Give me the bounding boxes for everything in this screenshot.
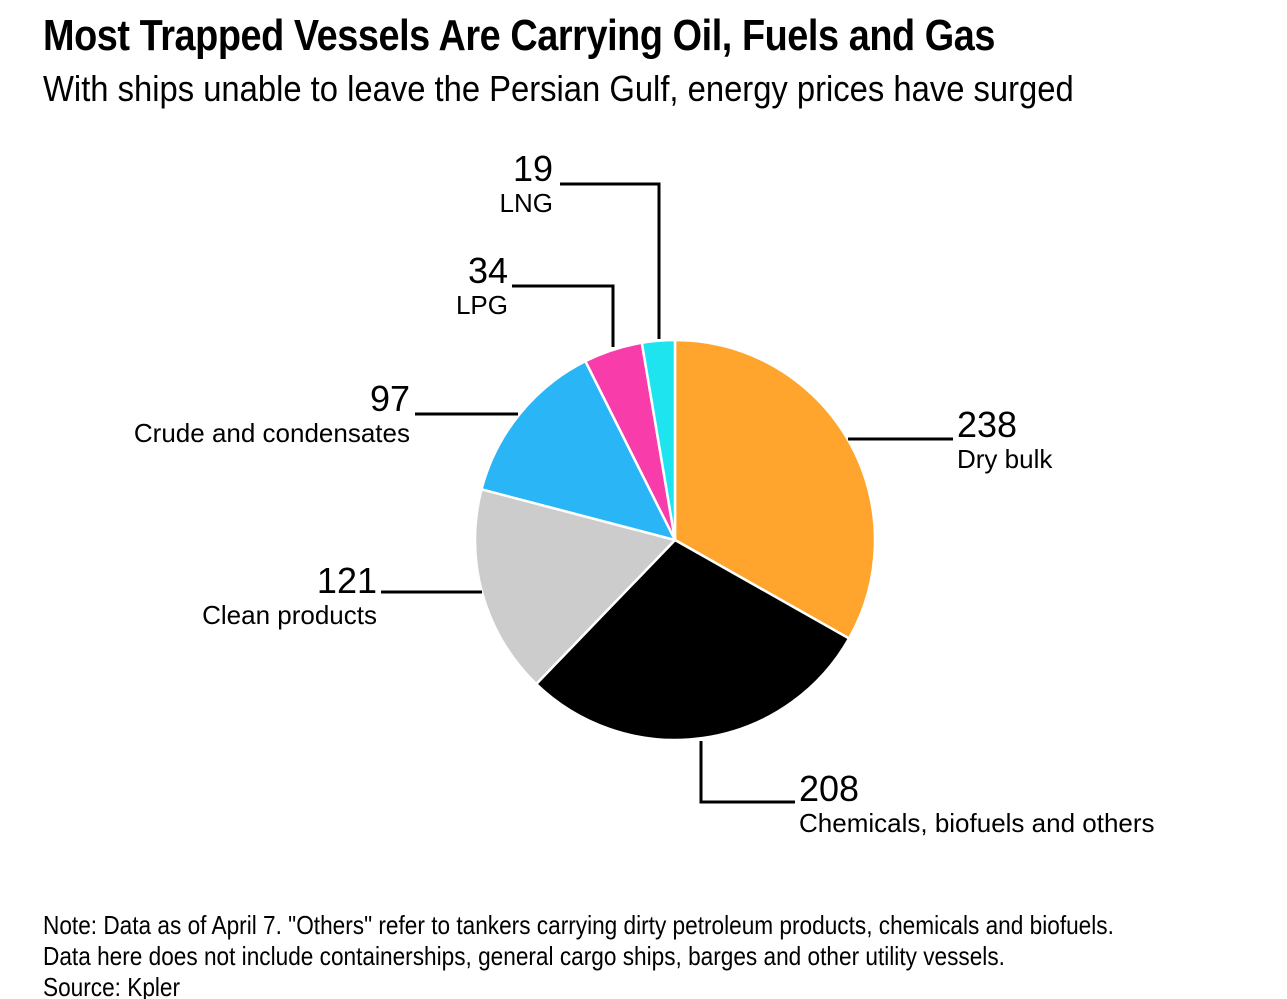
value-dry-bulk: 238 xyxy=(957,404,1018,445)
category-clean-products: Clean products xyxy=(202,600,377,630)
value-lng: 19 xyxy=(512,148,553,189)
category-lng: LNG xyxy=(499,188,553,218)
pie-slice-0 xyxy=(673,338,877,640)
pie-label-chemicals: 208 Chemicals, biofuels and others xyxy=(799,768,1155,839)
leader-line-4 xyxy=(512,284,615,347)
category-lpg: LPG xyxy=(455,290,508,320)
note-line-1: Note: Data as of April 7. "Others" refer… xyxy=(43,910,1114,940)
source-line: Source: Kpler xyxy=(43,972,181,999)
leader-line-1 xyxy=(699,741,795,804)
pie-label-dry-bulk: 238 Dry bulk xyxy=(957,404,1053,475)
value-chemicals: 208 xyxy=(799,768,860,809)
footnote: Note: Data as of April 7. "Others" refer… xyxy=(43,910,1114,999)
pie-slice-3 xyxy=(480,359,677,542)
value-crude: 97 xyxy=(369,378,410,419)
pie-label-clean-products: 121 Clean products xyxy=(202,560,377,631)
value-clean-products: 121 xyxy=(316,560,377,601)
value-lpg: 34 xyxy=(467,250,508,291)
pie-slice-2 xyxy=(473,488,677,686)
pie-label-lng: 19 LNG xyxy=(499,148,553,219)
leader-line-5 xyxy=(560,182,661,339)
note-line-2: Data here does not include containership… xyxy=(43,941,1005,971)
pie-label-lpg: 34 LPG xyxy=(455,250,508,321)
pie-slice-1 xyxy=(534,538,851,742)
page-title: Most Trapped Vessels Are Carrying Oil, F… xyxy=(43,11,996,60)
pie-slice-5 xyxy=(640,338,677,542)
page-subtitle: With ships unable to leave the Persian G… xyxy=(43,68,1074,109)
category-crude: Crude and condensates xyxy=(133,418,410,448)
category-chemicals: Chemicals, biofuels and others xyxy=(799,808,1155,838)
category-dry-bulk: Dry bulk xyxy=(957,444,1053,474)
pie-label-crude: 97 Crude and condensates xyxy=(133,378,410,449)
